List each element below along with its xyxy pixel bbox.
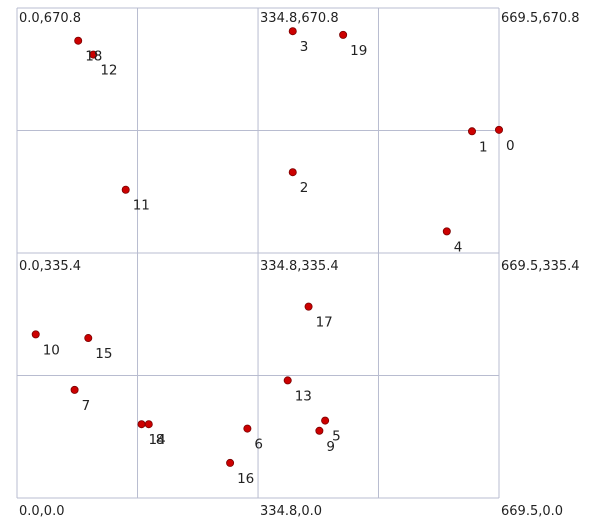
data-point [339,30,348,39]
point-label: 4 [454,239,463,255]
corner-label: 334.8,335.4 [260,259,339,274]
corner-label: 669.5,335.4 [501,259,580,274]
data-point [468,127,477,136]
data-point [121,185,130,194]
data-point [321,416,330,425]
data-point [144,420,153,429]
data-point [31,330,40,339]
corner-label: 334.8,0.0 [260,504,322,519]
data-point [226,458,235,467]
corner-label: 0.0,0.0 [19,504,64,519]
point-label: 5 [332,429,341,445]
point-label: 0 [506,138,515,154]
data-point [304,302,313,311]
point-label: 14 [149,432,166,448]
data-point [89,50,98,59]
point-label: 12 [100,63,117,79]
point-label: 10 [43,342,60,358]
point-label: 17 [316,315,333,331]
data-points [31,27,503,467]
point-label: 2 [300,180,309,196]
corner-label: 334.8,670.8 [260,11,339,26]
point-label: 9 [326,439,335,455]
point-label: 8 [156,432,165,448]
data-point [315,426,324,435]
point-label: 15 [95,346,112,362]
corner-label: 0.0,335.4 [19,259,81,274]
data-point [74,36,83,45]
point-label: 18 [85,49,102,65]
corner-label: 669.5,670.8 [501,11,580,26]
data-point [288,168,297,177]
point-label: 13 [295,388,312,404]
corner-label: 0.0,670.8 [19,11,81,26]
corner-label: 669.5,0.0 [501,504,563,519]
data-point [442,227,451,236]
data-point [494,125,503,134]
data-point [84,334,93,343]
data-point [283,376,292,385]
grid [16,7,500,499]
data-point [288,27,297,36]
point-label: 3 [300,39,309,55]
point-label: 19 [350,43,367,59]
point-label: 1 [479,139,488,155]
corner-coordinate-labels: 0.0,0.0 334.8,0.0 669.5,0.0 0.0,335.4 334.8,… [19,11,580,519]
data-point [137,420,146,429]
point-label: 7 [82,398,91,414]
point-label: 6 [254,437,263,453]
data-point [70,385,79,394]
point-label: 16 [237,471,254,487]
point-label: 11 [133,198,150,214]
data-point [243,424,252,433]
